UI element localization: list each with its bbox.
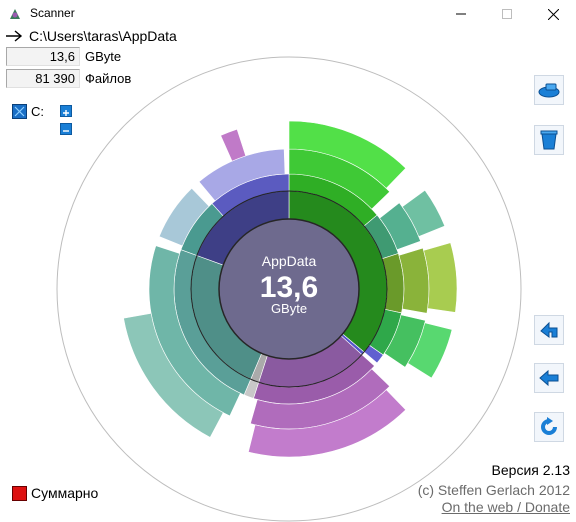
current-path: C:\Users\taras\AppData — [29, 28, 177, 44]
sunburst-segment[interactable] — [401, 189, 446, 237]
minus-icon — [63, 130, 69, 132]
sunburst-segment[interactable] — [247, 389, 407, 458]
eraser-button[interactable] — [534, 75, 564, 105]
level-one-outline — [190, 190, 388, 388]
center-value: 13,6 — [260, 271, 318, 304]
sunburst-segment[interactable] — [288, 120, 407, 189]
scanner-app-icon — [10, 9, 20, 19]
refresh-button[interactable] — [534, 412, 564, 442]
delete-button[interactable] — [534, 125, 564, 155]
web-donate-link[interactable]: On the web / Donate — [441, 499, 570, 515]
trash-icon — [540, 130, 558, 150]
drive-label: C: — [31, 104, 44, 119]
summary-checkbox[interactable] — [12, 485, 27, 501]
close-button[interactable] — [530, 0, 576, 28]
summary-toggle[interactable]: Суммарно — [12, 485, 98, 501]
up-folder-button[interactable] — [534, 315, 564, 345]
center-name: AppData — [262, 253, 317, 269]
sunburst-segment[interactable] — [123, 312, 224, 438]
sunburst-segment[interactable] — [398, 247, 430, 314]
version-label: Версия 2.13 — [491, 462, 570, 478]
sunburst-segment[interactable] — [220, 128, 247, 162]
size-unit: GByte — [85, 49, 122, 64]
summary-label: Суммарно — [31, 485, 99, 501]
files-unit: Файлов — [85, 71, 132, 86]
size-value-box: 13,6 — [6, 47, 80, 66]
center-disc[interactable] — [218, 218, 360, 360]
plus-icon — [63, 110, 69, 116]
back-button[interactable] — [534, 363, 564, 393]
path-row: C:\Users\taras\AppData — [5, 27, 177, 45]
drive-item[interactable]: C: — [12, 104, 44, 119]
window-title: Scanner — [30, 6, 75, 20]
maximize-button[interactable] — [484, 0, 530, 28]
files-count-box: 81 390 — [6, 69, 80, 88]
minimize-icon — [456, 13, 466, 15]
eraser-icon — [538, 83, 560, 98]
sunburst-segment[interactable] — [158, 187, 210, 247]
back-arrow-icon — [539, 369, 559, 387]
maximize-icon — [502, 9, 512, 19]
hard-drive-icon — [12, 104, 27, 119]
minimize-button[interactable] — [438, 0, 484, 28]
sunburst-segment[interactable] — [198, 148, 286, 202]
collapse-button[interactable] — [60, 123, 72, 135]
close-icon — [547, 8, 559, 20]
refresh-icon — [541, 417, 557, 435]
center-unit: GByte — [271, 301, 307, 316]
sunburst-segment[interactable] — [423, 242, 458, 313]
up-folder-icon — [540, 321, 558, 338]
arrow-right-icon — [6, 30, 23, 42]
sunburst-segment[interactable] — [407, 322, 453, 379]
copyright-label: (c) Steffen Gerlach 2012 — [417, 482, 570, 498]
expand-button[interactable] — [60, 105, 72, 117]
title-bar[interactable]: Scanner — [0, 0, 576, 28]
